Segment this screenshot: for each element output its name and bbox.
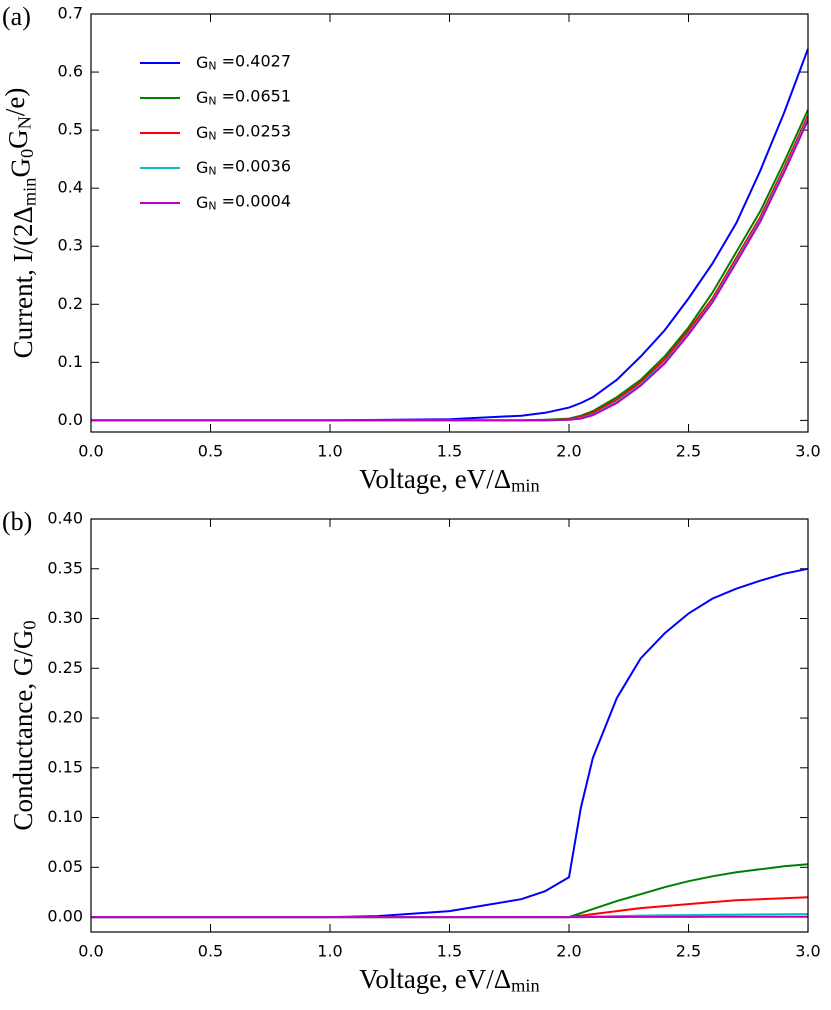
panel-label: (a) — [2, 2, 31, 31]
y-axis-label: Conductance, G/G0​ — [8, 620, 40, 830]
x-tick-label: 1.0 — [317, 442, 342, 461]
y-tick-label: 0.15 — [47, 757, 83, 776]
y-tick-label: 0.6 — [58, 62, 83, 81]
legend-label: GN​ =0.0004 — [196, 191, 291, 212]
x-tick-label: 2.5 — [676, 442, 701, 461]
legend-label: GN​ =0.4027 — [196, 51, 291, 72]
legend-label: GN​ =0.0036 — [196, 156, 291, 177]
x-tick-label: 0.0 — [78, 942, 103, 961]
y-tick-label: 0.10 — [47, 807, 83, 826]
x-tick-label: 0.5 — [198, 942, 223, 961]
plot-frame — [90, 518, 809, 933]
x-tick-label: 0.0 — [78, 442, 103, 461]
x-tick-label: 2.0 — [556, 442, 581, 461]
y-tick-label: 0.1 — [58, 352, 83, 371]
x-tick-label: 3.0 — [795, 442, 820, 461]
y-tick-label: 0.0 — [58, 410, 83, 429]
x-axis-label: Voltage, eV/Δmin​ — [359, 964, 539, 996]
legend-label: GN​ =0.0253 — [196, 121, 291, 142]
y-tick-label: 0.00 — [47, 907, 83, 926]
y-tick-label: 0.05 — [47, 857, 83, 876]
x-tick-label: 2.0 — [556, 942, 581, 961]
legend-label: GN​ =0.0651 — [196, 86, 291, 107]
plot-frame — [90, 13, 809, 433]
y-tick-label: 0.30 — [47, 608, 83, 627]
x-tick-label: 2.5 — [676, 942, 701, 961]
y-tick-label: 0.4 — [58, 178, 83, 197]
y-tick-label: 0.40 — [47, 509, 83, 528]
y-tick-label: 0.25 — [47, 658, 83, 677]
x-axis-label: Voltage, eV/Δmin​ — [359, 464, 539, 496]
y-tick-label: 0.20 — [47, 708, 83, 727]
series-line — [91, 567, 809, 919]
x-tick-label: 1.0 — [317, 942, 342, 961]
y-tick-label: 0.7 — [58, 4, 83, 23]
series-line — [91, 109, 809, 422]
x-tick-label: 0.5 — [198, 442, 223, 461]
x-tick-label: 1.5 — [437, 942, 462, 961]
series-line — [91, 119, 809, 422]
x-tick-label: 3.0 — [795, 942, 820, 961]
panel-label: (b) — [2, 507, 32, 536]
y-axis-label: Current, I/(2Δmin​G0​GN​/e) — [0, 88, 39, 359]
y-tick-label: 0.5 — [58, 120, 83, 139]
y-tick-label: 0.2 — [58, 294, 83, 313]
y-tick-label: 0.35 — [47, 558, 83, 577]
series-line — [91, 863, 809, 919]
x-tick-label: 1.5 — [437, 442, 462, 461]
y-tick-label: 0.3 — [58, 236, 83, 255]
